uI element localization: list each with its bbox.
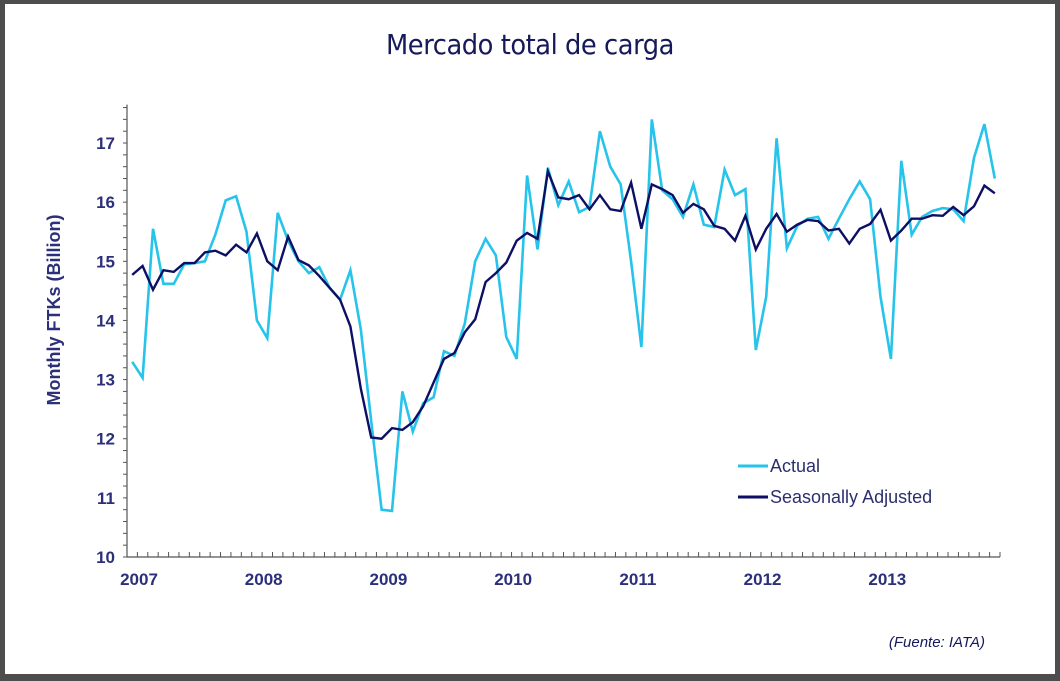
axes: 10 11 12 13 14 15 16 17 2007 2008 2009 2010 2011 2012… — [96, 104, 1001, 589]
x-tick-label: 2008 — [245, 570, 283, 589]
series-line-actual — [131, 119, 997, 513]
x-tick-label: 2013 — [868, 570, 906, 589]
chart-title: Mercado total de carga — [386, 28, 674, 61]
legend-label: Seasonally Adjusted — [770, 487, 932, 507]
y-tick-label: 16 — [96, 193, 115, 212]
y-tick-label: 15 — [96, 252, 115, 271]
y-tick-label: 17 — [96, 134, 115, 153]
x-tick-label: 2009 — [370, 570, 408, 589]
x-tick-label: 2012 — [744, 570, 782, 589]
series-layer — [131, 119, 997, 513]
y-tick-label: 11 — [97, 489, 115, 508]
x-tick-label: 2011 — [619, 570, 656, 589]
chart-frame: Mercado total de carga (Fuente: IATA) — [5, 4, 1055, 674]
y-tick-label: 14 — [96, 311, 115, 330]
x-tick-label: 2007 — [120, 570, 158, 589]
legend-label: Actual — [770, 456, 820, 476]
y-tick-label: 13 — [96, 371, 115, 390]
x-tick-label: 2010 — [494, 570, 532, 589]
y-tick-label: 10 — [96, 548, 115, 567]
series-line-seasonally-adjusted — [131, 166, 996, 440]
legend: Actual Seasonally Adjusted — [738, 456, 932, 507]
y-axis-label: Monthly FTKs (Billion) — [44, 215, 64, 406]
y-tick-label: 12 — [96, 430, 115, 449]
source-note: (Fuente: IATA) — [888, 634, 985, 651]
